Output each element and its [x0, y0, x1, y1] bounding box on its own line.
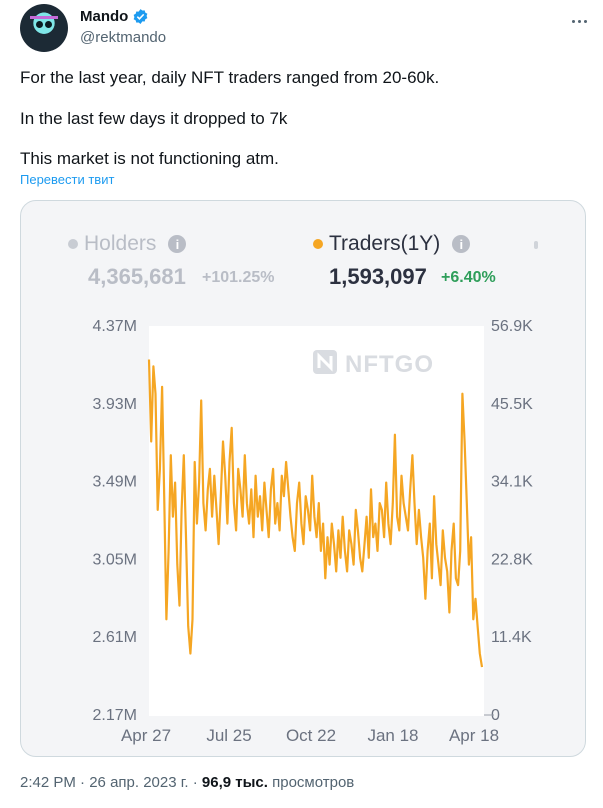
y-left-tick-label: 4.37M [93, 318, 137, 335]
tweet-text-line-1: For the last year, daily NFT traders ran… [20, 68, 440, 87]
avatar-headband [30, 16, 58, 19]
traders-line-chart: NFTGO 4.37M 3.93M 3.49M 3.05M 2.61M 2.17M 56.… [93, 318, 534, 745]
holders-change: +101.25% [202, 269, 275, 286]
avatar-eye-left [36, 21, 43, 28]
y-right-tick-label: 34.1K [491, 474, 533, 491]
nftgo-chart-card: Holders i 4,365,681 +101.25% Traders(1Y)… [21, 201, 585, 756]
more-dots-icon[interactable] [568, 10, 590, 32]
x-axis: Apr 27 Jul 25 Oct 22 Jan 18 Apr 18 [121, 726, 499, 745]
avatar[interactable] [20, 4, 68, 52]
truncated-legend-dot [534, 241, 538, 249]
x-tick-label: Jan 18 [367, 726, 418, 745]
holders-dot [68, 239, 78, 249]
traders-change: +6.40% [441, 269, 496, 286]
holders-legend[interactable]: Holders i [68, 232, 187, 256]
traders-value: 1,593,097 [329, 264, 427, 289]
y-left-tick-label: 2.17M [93, 707, 137, 724]
translate-tweet-link[interactable]: Перевести твит [20, 172, 115, 187]
verified-badge-icon [133, 9, 148, 24]
author-handle[interactable]: @rektmando [80, 29, 167, 46]
tweet-text-line-3: This market is not functioning atm. [20, 149, 279, 168]
y-right-tick-label: 0 [491, 707, 500, 724]
x-tick-label: Oct 22 [286, 726, 336, 745]
avatar-eye-right [45, 21, 52, 28]
y-right-tick-label: 11.4K [491, 629, 532, 646]
nftgo-watermark: NFTGO [313, 350, 434, 378]
tweet-media-image[interactable]: Holders i 4,365,681 +101.25% Traders(1Y)… [20, 200, 586, 757]
info-icon[interactable]: i [452, 235, 471, 253]
views-count[interactable]: 96,9 тыс. [201, 774, 268, 791]
y-left-axis: 4.37M 3.93M 3.49M 3.05M 2.61M 2.17M [93, 318, 137, 724]
holders-value: 4,365,681 [88, 264, 186, 289]
tweet-footer: 2:42 PM · 26 апр. 2023 г. · 96,9 тыс. пр… [20, 774, 354, 791]
traders-label: Traders(1Y) [329, 232, 441, 255]
author-name[interactable]: Mando [80, 8, 129, 25]
info-icon[interactable]: i [168, 235, 187, 253]
author-name-row: Mando [80, 8, 149, 25]
tweet-time[interactable]: 2:42 PM [20, 774, 76, 791]
traders-legend[interactable]: Traders(1Y) i [313, 232, 471, 256]
views-label: просмотров [272, 774, 355, 791]
y-right-tick-label: 45.5K [491, 396, 533, 413]
traders-dot [313, 239, 323, 249]
tweet-text-line-2: In the last few days it dropped to 7k [20, 109, 288, 128]
separator: · [80, 774, 86, 791]
separator: · [192, 774, 198, 791]
x-tick-label: Jul 25 [206, 726, 251, 745]
y-left-tick-label: 3.93M [93, 396, 137, 413]
y-left-tick-label: 3.05M [93, 551, 137, 568]
y-left-tick-label: 2.61M [93, 629, 137, 646]
y-right-axis: 56.9K 45.5K 34.1K 22.8K 11.4K 0 [491, 318, 533, 724]
traders-series-line [147, 359, 484, 668]
x-tick-label: Apr 27 [121, 726, 171, 745]
holders-label: Holders [84, 232, 157, 255]
tweet-date[interactable]: 26 апр. 2023 г. [89, 774, 189, 791]
y-right-tick-label: 22.8K [491, 551, 533, 568]
tweet-header: Mando @rektmando [20, 4, 590, 54]
watermark-text: NFTGO [345, 351, 434, 378]
y-left-tick-label: 3.49M [93, 474, 137, 491]
y-right-tick-label: 56.9K [491, 318, 533, 335]
x-tick-label: Apr 18 [449, 726, 499, 745]
